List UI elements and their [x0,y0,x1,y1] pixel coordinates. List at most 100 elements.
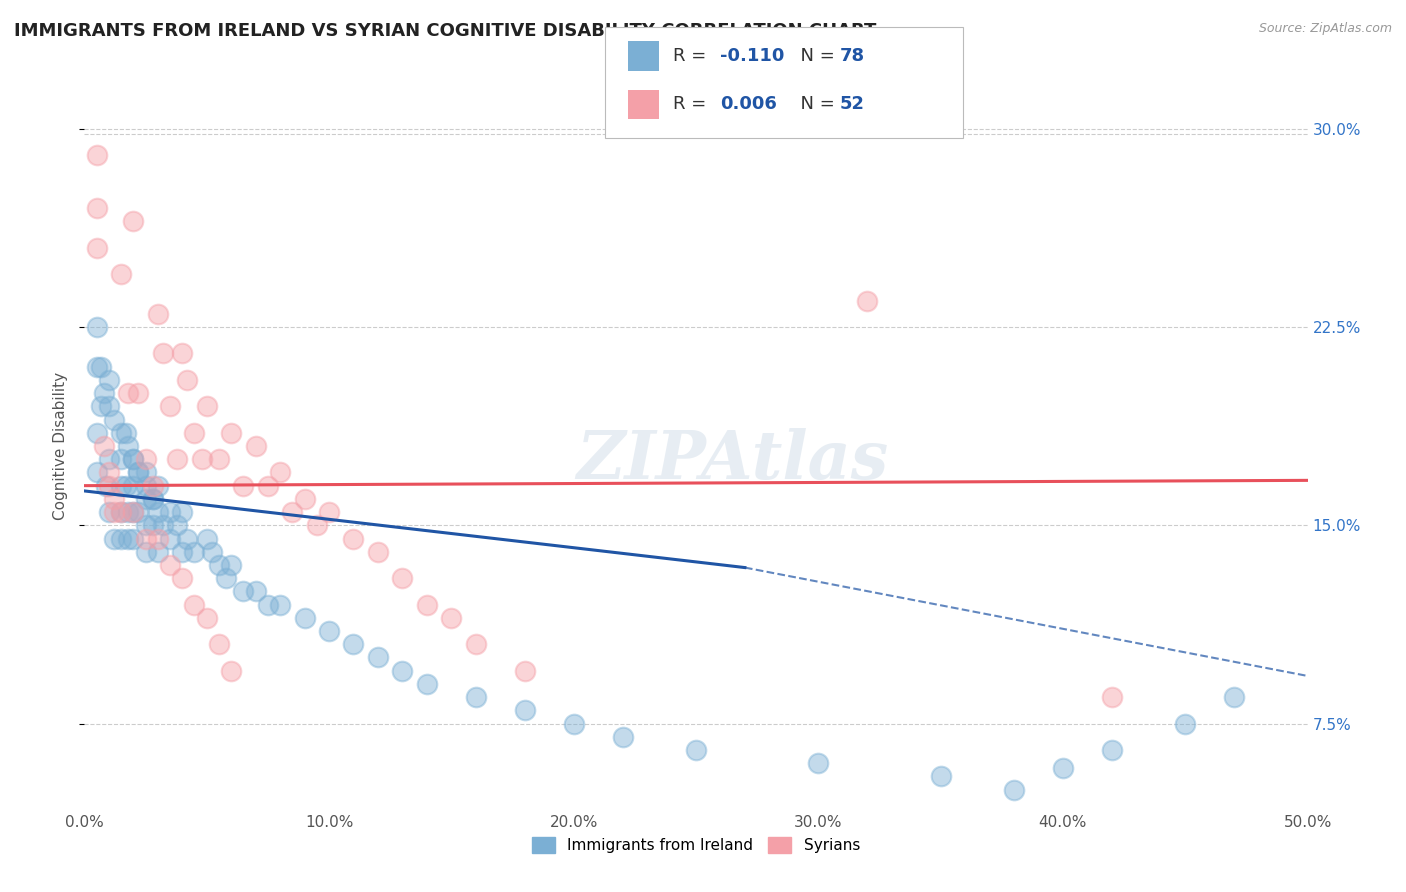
Point [135,491,157,506]
Point [122,452,145,467]
Point [110,532,132,546]
Point [103,505,125,519]
Point [146,478,169,492]
Point [245,584,267,599]
Text: IMMIGRANTS FROM IRELAND VS SYRIAN COGNITIVE DISABILITY CORRELATION CHART: IMMIGRANTS FROM IRELAND VS SYRIAN COGNIT… [14,22,876,40]
Point [318,505,340,519]
Point [391,664,413,678]
Point [183,545,205,559]
Point [86,359,108,374]
Point [86,425,108,440]
Point [159,532,181,546]
Point [115,478,138,492]
Point [146,307,169,321]
Point [146,505,169,519]
Point [269,466,291,480]
Point [93,439,115,453]
Point [391,571,413,585]
Y-axis label: Cognitive Disability: Cognitive Disability [53,372,69,520]
Point [117,439,139,453]
Point [176,373,198,387]
Point [929,769,952,783]
Point [166,452,188,467]
Point [97,373,120,387]
Point [219,558,242,572]
Point [127,386,149,401]
Point [513,664,536,678]
Point [195,532,218,546]
Point [159,505,181,519]
Point [135,532,157,546]
Point [142,491,165,506]
Point [464,690,486,704]
Point [115,425,138,440]
Point [183,425,205,440]
Point [685,743,707,757]
Point [416,598,439,612]
Point [416,677,439,691]
Point [1101,743,1123,757]
Point [97,478,120,492]
Point [172,505,194,519]
Point [117,386,139,401]
Point [142,491,165,506]
Point [183,598,205,612]
Point [294,611,316,625]
Point [86,466,108,480]
Point [215,571,238,585]
Point [367,545,389,559]
Point [1174,716,1197,731]
Point [142,518,165,533]
Point [103,412,125,426]
Point [464,637,486,651]
Point [146,532,169,546]
Point [219,425,242,440]
Point [127,505,149,519]
Point [176,532,198,546]
Point [232,478,254,492]
Point [159,558,181,572]
Point [86,320,108,334]
Text: R =: R = [673,47,713,65]
Point [219,664,242,678]
Point [142,478,165,492]
Point [562,716,585,731]
Point [342,637,364,651]
Point [110,505,132,519]
Point [135,478,157,492]
Point [117,505,139,519]
Point [807,756,830,771]
Text: N =: N = [789,47,841,65]
Point [86,148,108,162]
Text: ZIPAtlas: ZIPAtlas [576,428,889,492]
Point [1052,761,1074,775]
Point [232,584,254,599]
Point [90,359,112,374]
Text: R =: R = [673,95,713,113]
Point [103,532,125,546]
Point [440,611,463,625]
Point [127,466,149,480]
Point [86,241,108,255]
Point [166,518,188,533]
Point [294,491,316,506]
Point [90,400,112,414]
Point [122,452,145,467]
Point [257,478,280,492]
Point [97,466,120,480]
Point [110,267,132,281]
Point [513,703,536,717]
Text: Source: ZipAtlas.com: Source: ZipAtlas.com [1258,22,1392,36]
Point [856,293,879,308]
Point [1002,782,1025,797]
Point [208,558,231,572]
Point [257,598,280,612]
Point [135,545,157,559]
Point [110,452,132,467]
Point [245,439,267,453]
Point [1223,690,1246,704]
Point [127,466,149,480]
Point [97,400,120,414]
Point [122,505,145,519]
Point [103,491,125,506]
